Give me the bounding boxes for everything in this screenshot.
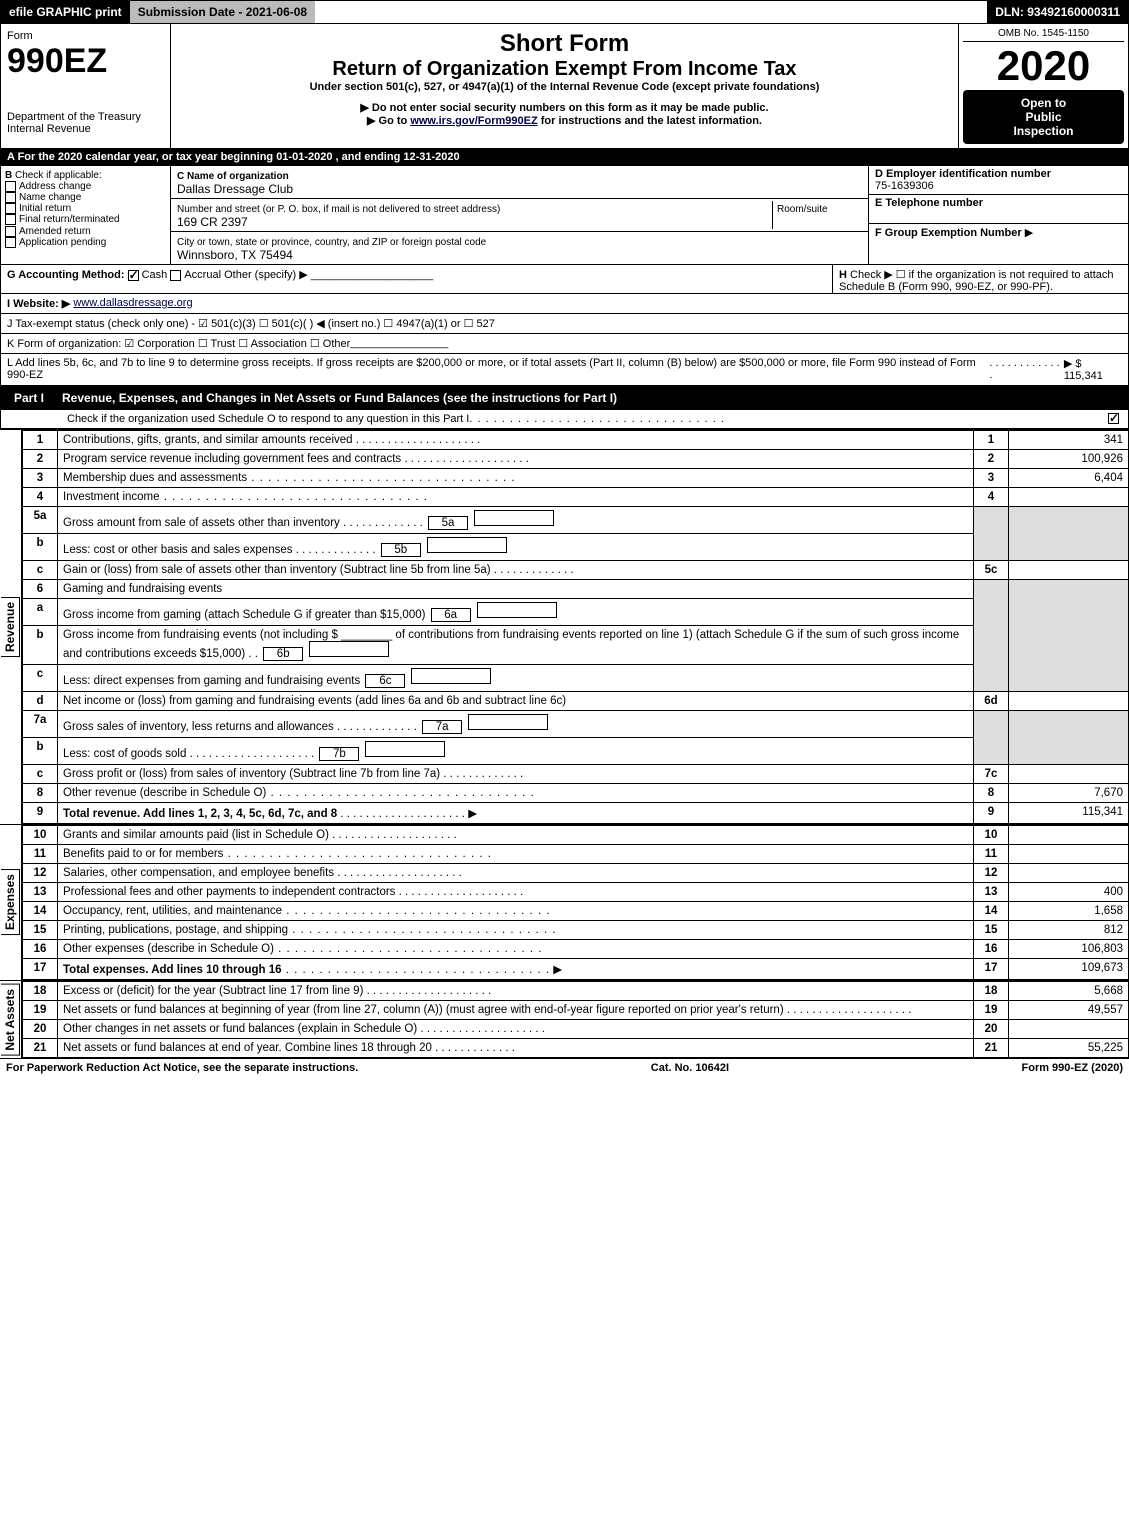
- section-b-f: B Check if applicable: Address change Na…: [0, 166, 1129, 265]
- checkbox-amended-return[interactable]: [5, 226, 16, 237]
- top-bar: efile GRAPHIC print Submission Date - 20…: [0, 0, 1129, 24]
- tax-year: 2020: [963, 42, 1124, 90]
- dln-label: DLN: 93492160000311: [987, 1, 1128, 23]
- h-text: Check ▶ ☐ if the organization is not req…: [839, 269, 1114, 293]
- row-i-website: I Website: ▶ www.dallasdressage.org: [0, 294, 1129, 314]
- line-15: 15Printing, publications, postage, and s…: [23, 921, 1129, 940]
- line-a-tax-year: A For the 2020 calendar year, or tax yea…: [0, 149, 1129, 166]
- line-21: 21Net assets or fund balances at end of …: [23, 1039, 1129, 1058]
- part-1-header: Part I Revenue, Expenses, and Changes in…: [0, 386, 1129, 410]
- net-assets-section: Net Assets 18Excess or (deficit) for the…: [0, 980, 1129, 1058]
- line-10: 10Grants and similar amounts paid (list …: [23, 826, 1129, 845]
- line-11: 11Benefits paid to or for members11: [23, 845, 1129, 864]
- footer-mid: Cat. No. 10642I: [651, 1062, 729, 1074]
- net-assets-label: Net Assets: [1, 984, 20, 1056]
- irs-label: Internal Revenue: [7, 123, 164, 135]
- line-12: 12Salaries, other compensation, and empl…: [23, 864, 1129, 883]
- part-1-check-text: Check if the organization used Schedule …: [67, 413, 469, 425]
- line-7a: 7aGross sales of inventory, less returns…: [23, 711, 1129, 738]
- column-b-checkboxes: B Check if applicable: Address change Na…: [1, 166, 171, 264]
- checkbox-address-change[interactable]: [5, 181, 16, 192]
- part-1-label: Part I: [6, 389, 52, 407]
- line-4: 4Investment income4: [23, 488, 1129, 507]
- footer-left: For Paperwork Reduction Act Notice, see …: [6, 1062, 358, 1074]
- label-address: Number and street (or P. O. box, if mail…: [177, 204, 500, 215]
- revenue-label: Revenue: [1, 597, 20, 657]
- open-public-badge: Open to Public Inspection: [963, 90, 1124, 144]
- label-f-group: F Group Exemption Number: [875, 227, 1022, 239]
- line-6c: cLess: direct expenses from gaming and f…: [23, 665, 1129, 692]
- form-header: Form 990EZ Department of the Treasury In…: [0, 24, 1129, 149]
- line-6: 6Gaming and fundraising events: [23, 580, 1129, 599]
- title-return: Return of Organization Exempt From Incom…: [177, 58, 952, 81]
- website-link[interactable]: www.dallasdressage.org: [73, 297, 192, 310]
- line-1: 1Contributions, gifts, grants, and simil…: [23, 431, 1129, 450]
- revenue-section: Revenue 1Contributions, gifts, grants, a…: [0, 429, 1129, 824]
- form-number: 990EZ: [7, 42, 164, 81]
- row-g-h: G Accounting Method: Cash Accrual Other …: [0, 265, 1129, 294]
- page-footer: For Paperwork Reduction Act Notice, see …: [0, 1058, 1129, 1077]
- l-text: L Add lines 5b, 6c, and 7b to line 9 to …: [7, 357, 989, 382]
- label-room: Room/suite: [777, 204, 828, 215]
- line-7c: cGross profit or (loss) from sales of in…: [23, 765, 1129, 784]
- omb-number: OMB No. 1545-1150: [963, 28, 1124, 42]
- checkbox-cash[interactable]: [128, 270, 139, 281]
- checkbox-accrual[interactable]: [170, 270, 181, 281]
- org-address: 169 CR 2397: [177, 215, 248, 229]
- line-6b: bGross income from fundraising events (n…: [23, 626, 1129, 665]
- checkbox-schedule-o[interactable]: [1108, 413, 1119, 424]
- label-d-ein: D Employer identification number: [875, 168, 1051, 180]
- org-name: Dallas Dressage Club: [177, 182, 293, 196]
- l-amount: ▶ $ 115,341: [1064, 357, 1122, 382]
- expenses-section: Expenses 10Grants and similar amounts pa…: [0, 824, 1129, 980]
- submission-date-label: Submission Date - 2021-06-08: [130, 1, 315, 23]
- irs-link[interactable]: www.irs.gov/Form990EZ: [410, 115, 537, 127]
- row-l-gross-receipts: L Add lines 5b, 6c, and 7b to line 9 to …: [0, 354, 1129, 386]
- label-c-name: C Name of organization: [177, 171, 289, 182]
- warning-ssn: ▶ Do not enter social security numbers o…: [177, 101, 952, 114]
- part-1-check-row: Check if the organization used Schedule …: [0, 410, 1129, 429]
- checkbox-initial-return[interactable]: [5, 203, 16, 214]
- part-1-title: Revenue, Expenses, and Changes in Net As…: [62, 391, 617, 405]
- line-9: 9Total revenue. Add lines 1, 2, 3, 4, 5c…: [23, 803, 1129, 824]
- line-6a: aGross income from gaming (attach Schedu…: [23, 599, 1129, 626]
- line-18: 18Excess or (deficit) for the year (Subt…: [23, 982, 1129, 1001]
- j-text: J Tax-exempt status (check only one) - ☑…: [7, 317, 495, 330]
- dept-label: Department of the Treasury: [7, 111, 164, 123]
- line-2: 2Program service revenue including gover…: [23, 450, 1129, 469]
- title-short-form: Short Form: [177, 30, 952, 58]
- line-7b: bLess: cost of goods sold 7b: [23, 738, 1129, 765]
- line-5c: cGain or (loss) from sale of assets othe…: [23, 561, 1129, 580]
- checkbox-name-change[interactable]: [5, 192, 16, 203]
- efile-print-label[interactable]: efile GRAPHIC print: [1, 1, 130, 23]
- row-j-tax-exempt: J Tax-exempt status (check only one) - ☑…: [0, 314, 1129, 334]
- expenses-label: Expenses: [1, 869, 20, 935]
- line-5b: bLess: cost or other basis and sales exp…: [23, 534, 1129, 561]
- label-g: G Accounting Method:: [7, 269, 125, 281]
- line-13: 13Professional fees and other payments t…: [23, 883, 1129, 902]
- subtitle: Under section 501(c), 527, or 4947(a)(1)…: [177, 81, 952, 93]
- label-e-phone: E Telephone number: [875, 197, 983, 209]
- label-i: I Website: ▶: [7, 297, 70, 310]
- footer-right: Form 990-EZ (2020): [1022, 1062, 1123, 1074]
- line-14: 14Occupancy, rent, utilities, and mainte…: [23, 902, 1129, 921]
- row-k-org-form: K Form of organization: ☑ Corporation ☐ …: [0, 334, 1129, 354]
- line-3: 3Membership dues and assessments36,404: [23, 469, 1129, 488]
- line-5a: 5aGross amount from sale of assets other…: [23, 507, 1129, 534]
- label-other-specify: Other (specify) ▶: [224, 269, 308, 281]
- k-text: K Form of organization: ☑ Corporation ☐ …: [7, 337, 350, 350]
- ein-value: 75-1639306: [875, 180, 934, 192]
- checkbox-application-pending[interactable]: [5, 237, 16, 248]
- line-17: 17Total expenses. Add lines 10 through 1…: [23, 959, 1129, 980]
- line-16: 16Other expenses (describe in Schedule O…: [23, 940, 1129, 959]
- line-8: 8Other revenue (describe in Schedule O)8…: [23, 784, 1129, 803]
- checkbox-final-return[interactable]: [5, 214, 16, 225]
- label-city: City or town, state or province, country…: [177, 237, 486, 248]
- org-city: Winnsboro, TX 75494: [177, 248, 293, 262]
- line-19: 19Net assets or fund balances at beginni…: [23, 1001, 1129, 1020]
- form-word: Form: [7, 30, 164, 42]
- line-20: 20Other changes in net assets or fund ba…: [23, 1020, 1129, 1039]
- line-6d: dNet income or (loss) from gaming and fu…: [23, 692, 1129, 711]
- warning-goto: ▶ Go to www.irs.gov/Form990EZ for instru…: [177, 114, 952, 127]
